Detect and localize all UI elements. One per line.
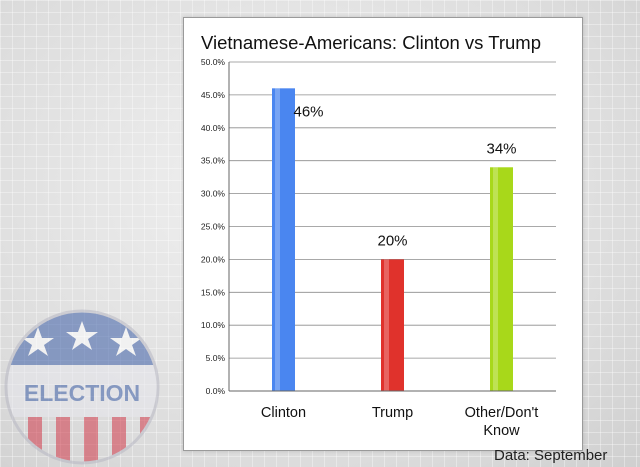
x-tick-label: Clinton [261,405,306,421]
y-tick-label: 15.0% [201,287,226,297]
data-label: 46% [293,103,323,120]
x-tick-label: Other/Don't Know [465,405,539,439]
y-axis: 0.0% 5.0% 10.0% 15.0% 20.0% 25.0% 30.0% 35.0% 40… [201,57,230,396]
data-label: 34% [486,140,516,157]
y-tick-label: 40.0% [201,123,226,133]
y-tick-label: 45.0% [201,90,226,100]
election-badge-icon: ELECTION [4,309,160,465]
bar-highlight [493,167,498,391]
chart-title: Vietnamese-Americans: Clinton vs Trump [201,32,541,53]
bar-3 [490,167,513,391]
y-tick-label: 30.0% [201,189,226,199]
bars: 46% 20% 34% [272,88,517,391]
bar-2 [381,259,404,391]
y-tick-label: 35.0% [201,156,226,166]
y-tick-label: 0.0% [206,386,226,396]
y-tick-label: 50.0% [201,57,226,67]
y-tick-label: 5.0% [206,353,226,363]
x-tick-label: Trump [372,405,413,421]
bar-chart: Vietnamese-Americans: Clinton vs Trump 0… [201,32,556,439]
bar-1 [272,88,295,391]
data-label: 20% [377,232,407,249]
badge-label: ELECTION [24,380,140,406]
y-tick-label: 20.0% [201,254,226,264]
bar-highlight [384,259,389,391]
chart-panel: Vietnamese-Americans: Clinton vs Trump 0… [183,17,583,451]
source-note: Data: September [494,447,608,464]
y-tick-label: 10.0% [201,320,226,330]
y-tick-label: 25.0% [201,222,226,232]
x-axis: Clinton Trump Other/Don't Know [229,390,556,439]
bar-highlight [275,88,280,391]
